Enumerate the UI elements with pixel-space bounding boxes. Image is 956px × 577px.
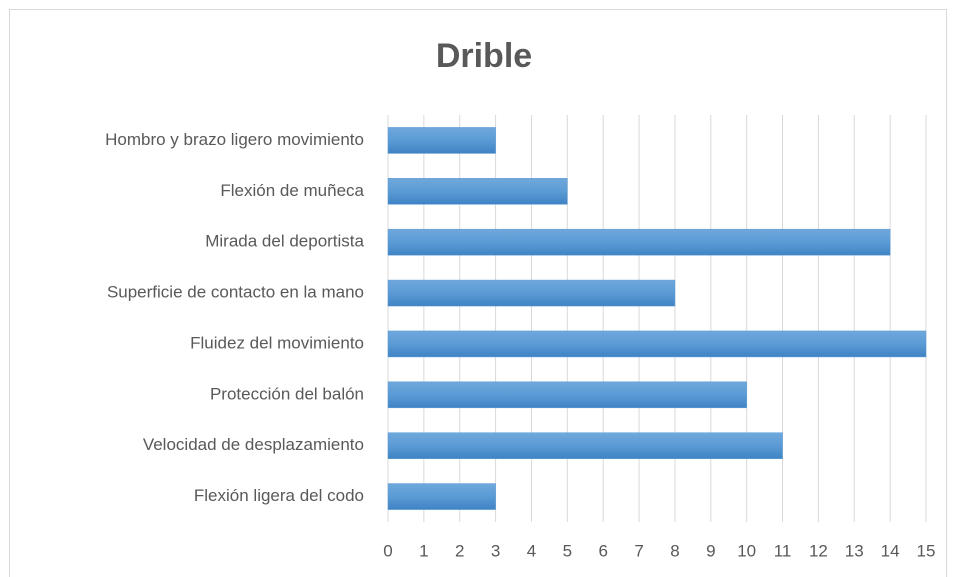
x-tick-label: 6 xyxy=(598,541,607,560)
bar xyxy=(387,483,496,510)
x-tick-label: 10 xyxy=(737,541,756,560)
x-tick-label: 7 xyxy=(634,541,643,560)
y-tick-label: Velocidad de desplazamiento xyxy=(143,435,364,454)
x-tick-label: 13 xyxy=(845,541,864,560)
x-tick-label: 2 xyxy=(455,541,464,560)
x-tick-label: 15 xyxy=(917,541,936,560)
x-tick-label: 5 xyxy=(563,541,572,560)
y-tick-label: Hombro y brazo ligero movimiento xyxy=(105,130,364,149)
y-tick-label: Flexión ligera del codo xyxy=(194,486,364,505)
y-tick-label: Fluidez del movimiento xyxy=(190,333,364,352)
chart-title: Drible xyxy=(436,37,532,75)
x-tick-label: 4 xyxy=(527,541,536,560)
bar xyxy=(387,279,676,307)
y-tick-label: Mirada del deportista xyxy=(205,232,364,251)
x-tick-label: 12 xyxy=(809,541,828,560)
y-tick-label: Superficie de contacto en la mano xyxy=(107,283,364,302)
bar xyxy=(387,228,891,256)
y-tick-label: Flexión de muñeca xyxy=(220,181,364,200)
x-tick-label: 14 xyxy=(881,541,900,560)
x-tick-label: 11 xyxy=(774,541,792,560)
bar xyxy=(387,330,927,358)
y-tick-label: Protección del balón xyxy=(210,384,364,403)
bar xyxy=(387,178,568,205)
bar xyxy=(387,127,496,154)
x-tick-label: 1 xyxy=(419,541,428,560)
x-tick-label: 8 xyxy=(670,541,679,560)
x-tick-label: 0 xyxy=(383,541,392,560)
x-tick-label: 9 xyxy=(706,541,715,560)
x-tick-label: 3 xyxy=(491,541,500,560)
bar xyxy=(387,381,747,409)
bar xyxy=(387,432,783,459)
